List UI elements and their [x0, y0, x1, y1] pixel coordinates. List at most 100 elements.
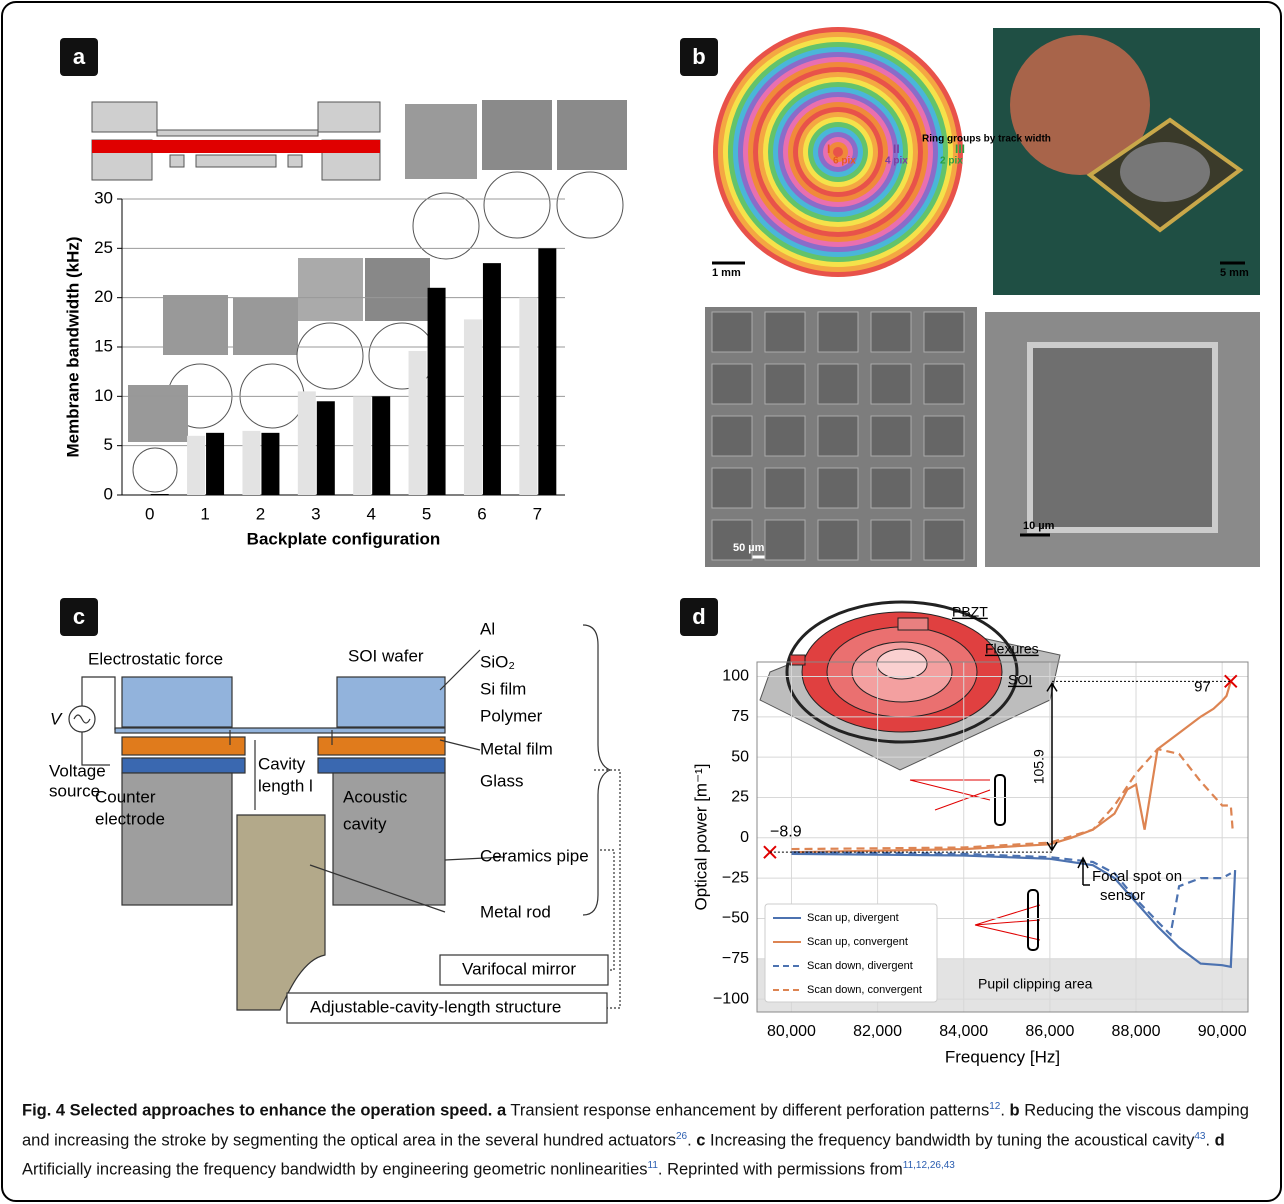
- bar: [206, 433, 224, 495]
- y-tick-label: −25: [722, 869, 749, 886]
- diagram-label: Voltage: [49, 761, 106, 780]
- legend-label: Scan down, divergent: [807, 960, 913, 972]
- focal-note: sensor: [1100, 887, 1145, 904]
- sem-cell: [924, 364, 964, 404]
- diagram-label: source: [49, 781, 100, 800]
- sem-cell: [712, 364, 752, 404]
- diagram-label: Ceramics pipe: [480, 846, 589, 865]
- scale-label: 1 mm: [712, 267, 741, 279]
- sem-cell: [818, 520, 858, 560]
- ring-group: III: [955, 142, 965, 156]
- extreme-label: 97: [1194, 678, 1211, 695]
- sem-cell: [871, 468, 911, 508]
- ring-legend-title: Ring groups by track width: [922, 134, 1051, 145]
- caption-normal: . Reprinted with permissions from: [658, 1161, 903, 1179]
- y-tick-label: 50: [731, 748, 749, 765]
- sem-cell: [765, 416, 805, 456]
- ring-width: 6 pix: [833, 156, 856, 167]
- sem-cell: [818, 312, 858, 352]
- panel-label: b: [692, 44, 705, 69]
- y-tick-label: 25: [731, 789, 749, 806]
- bar: [483, 263, 501, 495]
- caption-sup: 11,12,26,43: [903, 1160, 955, 1171]
- y-tick-label: 10: [94, 386, 113, 405]
- bar: [353, 396, 371, 495]
- sem-cell: [871, 364, 911, 404]
- diagram-label: V: [50, 709, 63, 728]
- x-tick-label: 88,000: [1112, 1023, 1161, 1040]
- extreme-label: −8.9: [770, 823, 802, 840]
- x-tick-label: 82,000: [853, 1023, 902, 1040]
- diagram-label: Counter: [95, 787, 156, 806]
- sem-cell: [818, 364, 858, 404]
- scale-label: 10 µm: [1023, 520, 1055, 532]
- sem-cell: [712, 312, 752, 352]
- bar: [428, 288, 446, 495]
- bar: [538, 248, 556, 495]
- caption-sup: 11: [648, 1160, 658, 1171]
- scale-label: 5 mm: [1220, 267, 1249, 279]
- diagram-label: Adjustable-cavity-length structure: [310, 997, 561, 1016]
- y-tick-label: 5: [104, 435, 113, 454]
- inset-label: Flexures: [985, 641, 1039, 657]
- x-tick-label: 86,000: [1025, 1023, 1074, 1040]
- bar: [372, 396, 390, 495]
- diagram-label: Glass: [480, 771, 523, 790]
- diagram-label: Al: [480, 619, 495, 638]
- panel-label: d: [692, 604, 705, 629]
- x-tick-label: 5: [422, 504, 431, 523]
- legend-label: Scan up, divergent: [807, 912, 899, 924]
- inset-label: PBZT: [952, 604, 988, 620]
- bar: [151, 494, 169, 495]
- sem-cell: [765, 468, 805, 508]
- caption-bold: d: [1215, 1131, 1225, 1149]
- diagram-label: SOI wafer: [348, 646, 424, 665]
- y-tick-label: −50: [722, 910, 749, 927]
- sem-cell: [818, 468, 858, 508]
- caption-sup: 43: [1194, 1131, 1205, 1142]
- diagram-label: electrode: [95, 809, 165, 828]
- y-tick-label: 0: [740, 829, 749, 846]
- sem-cell: [924, 520, 964, 560]
- focal-note: Focal spot on: [1092, 868, 1182, 885]
- ring-width: 4 pix: [885, 156, 908, 167]
- y-tick-label: 20: [94, 287, 113, 306]
- y-tick-label: 15: [94, 336, 113, 355]
- caption-normal: Increasing the frequency bandwidth by tu…: [705, 1131, 1194, 1149]
- x-axis-label: Frequency [Hz]: [945, 1047, 1060, 1066]
- sem-cell: [924, 312, 964, 352]
- x-tick-label: 4: [366, 504, 375, 523]
- bar: [187, 436, 205, 495]
- x-tick-label: 3: [311, 504, 320, 523]
- diagram-label: length l: [258, 776, 313, 795]
- caption-normal: .: [1205, 1131, 1214, 1149]
- sem-cell: [712, 468, 752, 508]
- sem-cell: [871, 416, 911, 456]
- bar: [519, 298, 537, 495]
- caption-normal: Transient response enhancement by differ…: [506, 1102, 989, 1120]
- ring-electrode-image: [713, 27, 963, 277]
- sem-cell: [712, 520, 752, 560]
- legend-label: Scan down, convergent: [807, 984, 922, 996]
- panel-label: a: [73, 44, 86, 69]
- scale-label: 50 µm: [733, 542, 765, 554]
- caption-normal: .: [687, 1131, 696, 1149]
- ring-width: 2 pix: [940, 156, 963, 167]
- diagram-label: Metal rod: [480, 902, 551, 921]
- ring-group: II: [893, 142, 900, 156]
- x-axis-label: Backplate configuration: [247, 529, 441, 548]
- panel-label: c: [73, 604, 85, 629]
- sem-cell: [765, 364, 805, 404]
- y-tick-label: 25: [94, 238, 113, 257]
- x-tick-label: 1: [200, 504, 209, 523]
- figure-caption: Fig. 4 Selected approaches to enhance th…: [22, 1094, 1262, 1183]
- y-tick-label: −100: [713, 990, 749, 1007]
- y-axis-label: Membrane bandwidth (kHz): [63, 236, 82, 457]
- caption-sup: 26: [676, 1131, 687, 1142]
- inset-label: SOI: [1008, 672, 1032, 688]
- ring-group: I: [827, 142, 830, 156]
- bar: [261, 433, 279, 495]
- figure-canvas: abcd05101520253001234567Backplate config…: [0, 0, 1284, 1204]
- sem-cell: [871, 312, 911, 352]
- shaded-label: Pupil clipping area: [978, 976, 1093, 992]
